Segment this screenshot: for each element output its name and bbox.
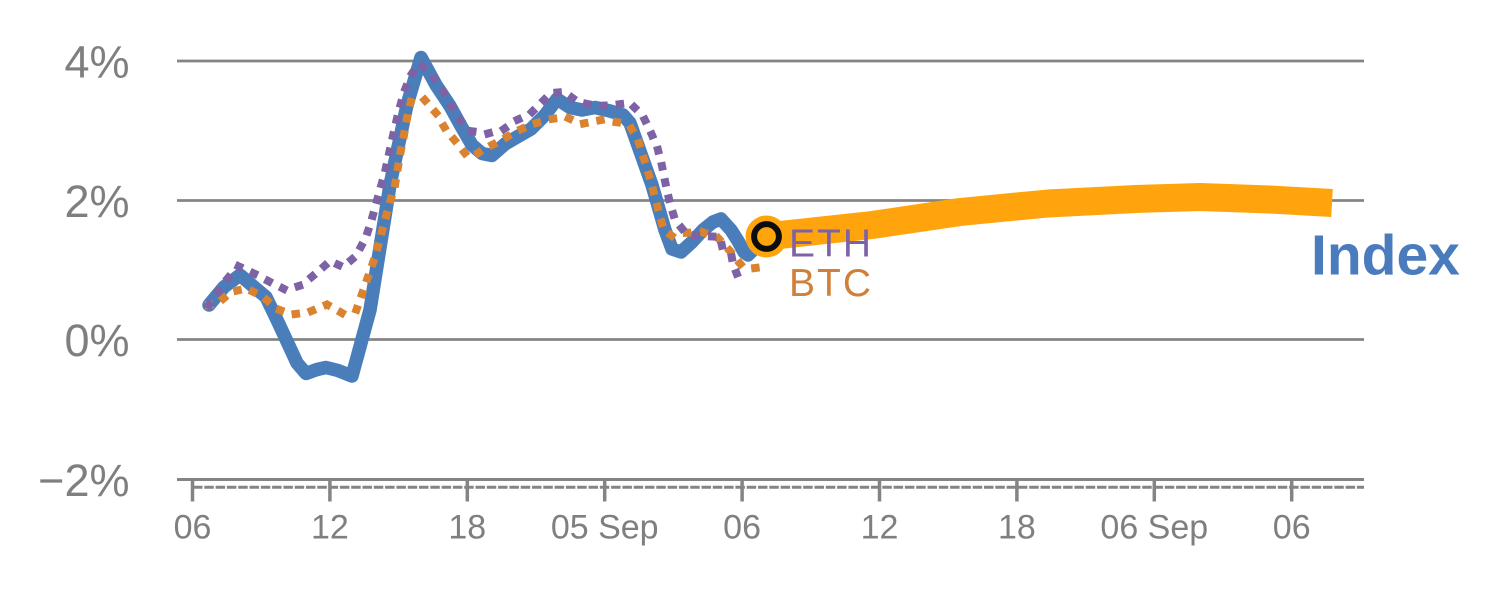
svg-text:18: 18 (998, 509, 1036, 547)
svg-text:2%: 2% (64, 176, 129, 227)
svg-text:18: 18 (448, 509, 486, 547)
svg-text:BTC: BTC (789, 262, 873, 305)
svg-text:06: 06 (1273, 509, 1311, 547)
svg-text:−2%: −2% (38, 455, 129, 506)
svg-text:Index: Index (1311, 224, 1460, 288)
svg-text:0%: 0% (64, 315, 129, 366)
svg-text:05 Sep: 05 Sep (551, 509, 659, 547)
svg-text:06 Sep: 06 Sep (1100, 509, 1208, 547)
svg-text:ETH: ETH (789, 223, 873, 266)
svg-text:4%: 4% (64, 37, 129, 88)
svg-text:12: 12 (311, 509, 349, 547)
svg-text:06: 06 (174, 509, 212, 547)
svg-text:06: 06 (723, 509, 761, 547)
svg-text:12: 12 (861, 509, 899, 547)
